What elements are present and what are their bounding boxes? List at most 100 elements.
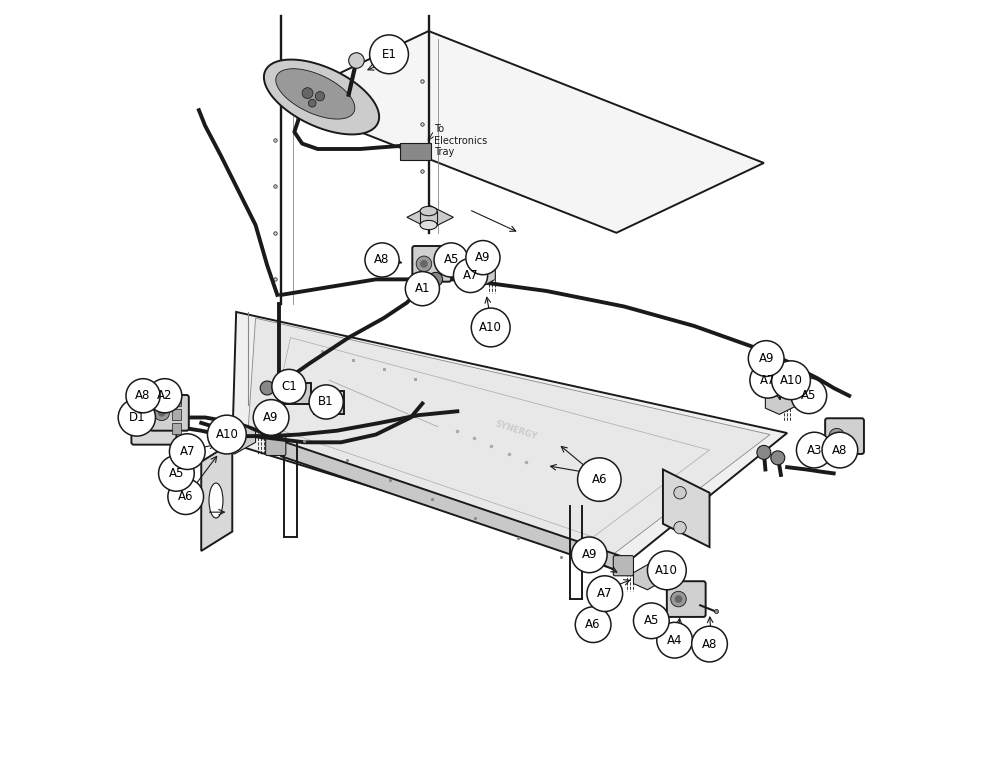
Circle shape — [126, 379, 160, 413]
Text: A9: A9 — [758, 352, 774, 365]
Text: A10: A10 — [479, 321, 502, 334]
Circle shape — [415, 276, 429, 290]
Text: A6: A6 — [178, 490, 193, 503]
Ellipse shape — [420, 220, 437, 230]
Circle shape — [757, 445, 771, 459]
Circle shape — [416, 256, 432, 272]
Text: A6: A6 — [585, 618, 601, 631]
Text: A7: A7 — [463, 269, 478, 282]
Text: A1: A1 — [415, 282, 430, 295]
Text: E1: E1 — [382, 48, 396, 61]
FancyBboxPatch shape — [172, 423, 181, 434]
Circle shape — [771, 451, 785, 465]
Circle shape — [207, 415, 246, 454]
Circle shape — [748, 341, 784, 376]
FancyBboxPatch shape — [266, 435, 286, 456]
Text: A9: A9 — [263, 411, 279, 424]
Circle shape — [671, 591, 686, 607]
Polygon shape — [460, 261, 495, 291]
Circle shape — [674, 521, 686, 534]
Text: A2: A2 — [157, 390, 173, 402]
FancyBboxPatch shape — [613, 556, 633, 576]
FancyBboxPatch shape — [412, 246, 451, 282]
Circle shape — [692, 626, 727, 662]
Circle shape — [647, 551, 686, 590]
Text: A9: A9 — [581, 549, 597, 561]
Circle shape — [169, 434, 205, 469]
Text: A7: A7 — [597, 587, 613, 600]
FancyBboxPatch shape — [314, 391, 344, 414]
Ellipse shape — [209, 483, 223, 518]
Text: A3: A3 — [807, 444, 822, 456]
Circle shape — [253, 400, 289, 435]
FancyBboxPatch shape — [284, 383, 311, 404]
Text: A5: A5 — [801, 390, 817, 402]
Circle shape — [405, 272, 439, 306]
Circle shape — [633, 603, 669, 639]
Text: SYNERGY: SYNERGY — [493, 420, 538, 442]
Text: B1: B1 — [318, 396, 334, 408]
Circle shape — [420, 260, 428, 268]
Circle shape — [148, 379, 182, 413]
Text: A8: A8 — [374, 254, 390, 266]
Circle shape — [772, 361, 810, 400]
Circle shape — [154, 405, 169, 421]
Polygon shape — [633, 560, 669, 590]
Circle shape — [453, 258, 488, 293]
Polygon shape — [232, 312, 787, 565]
Polygon shape — [281, 31, 764, 233]
Circle shape — [274, 376, 288, 390]
Circle shape — [118, 399, 155, 436]
Circle shape — [308, 99, 316, 107]
Text: A8: A8 — [832, 444, 848, 456]
FancyBboxPatch shape — [172, 395, 181, 406]
Polygon shape — [276, 69, 355, 119]
Circle shape — [750, 362, 786, 398]
Polygon shape — [407, 206, 453, 229]
FancyBboxPatch shape — [825, 418, 864, 454]
Circle shape — [168, 479, 204, 514]
Circle shape — [829, 428, 845, 444]
Text: D1: D1 — [129, 411, 145, 424]
Text: A5: A5 — [644, 615, 659, 627]
Text: A9: A9 — [475, 251, 491, 264]
Text: A8: A8 — [135, 390, 151, 402]
Circle shape — [571, 537, 607, 573]
FancyBboxPatch shape — [667, 581, 706, 617]
FancyBboxPatch shape — [131, 387, 176, 445]
Circle shape — [791, 378, 827, 414]
Text: To
Electronics
Tray: To Electronics Tray — [434, 124, 487, 158]
FancyBboxPatch shape — [172, 409, 181, 420]
Circle shape — [302, 88, 313, 99]
Polygon shape — [201, 442, 232, 551]
Circle shape — [272, 369, 306, 404]
Circle shape — [675, 595, 682, 603]
Text: A10: A10 — [780, 374, 802, 386]
Circle shape — [578, 458, 621, 501]
Polygon shape — [264, 60, 379, 134]
Circle shape — [429, 272, 443, 286]
Polygon shape — [281, 441, 624, 573]
Circle shape — [260, 381, 274, 395]
Text: A10: A10 — [215, 428, 238, 441]
Text: A5: A5 — [443, 254, 459, 266]
Circle shape — [158, 409, 166, 417]
Text: A6: A6 — [592, 473, 607, 486]
Circle shape — [587, 576, 623, 611]
Text: A7: A7 — [760, 374, 775, 386]
Text: C1: C1 — [281, 380, 297, 393]
Text: A5: A5 — [169, 467, 184, 480]
Text: A8: A8 — [702, 638, 717, 650]
Circle shape — [471, 308, 510, 347]
Circle shape — [796, 432, 832, 468]
Circle shape — [657, 622, 692, 658]
Circle shape — [365, 243, 399, 277]
Text: A4: A4 — [667, 634, 682, 646]
Polygon shape — [663, 469, 710, 547]
Circle shape — [349, 53, 364, 68]
Polygon shape — [221, 425, 256, 454]
Circle shape — [822, 432, 858, 468]
Polygon shape — [248, 318, 770, 555]
Circle shape — [833, 432, 841, 440]
Polygon shape — [765, 385, 801, 414]
